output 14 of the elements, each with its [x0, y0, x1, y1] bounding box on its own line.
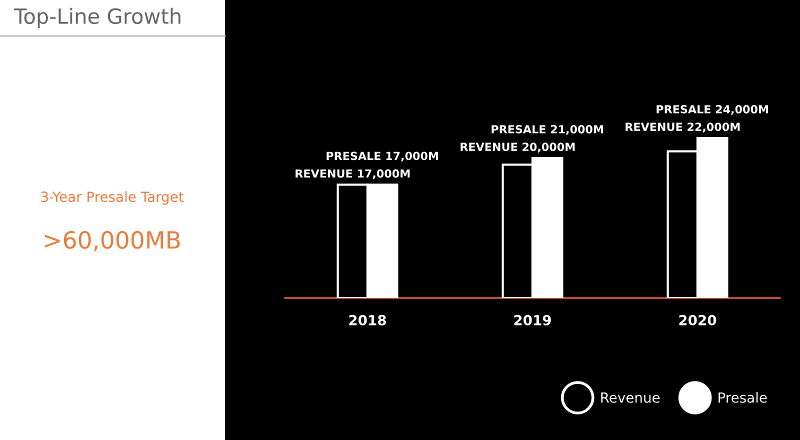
data-label: PRESALE 21,000M [492, 125, 604, 135]
x-tick-label: 2018 [349, 314, 386, 326]
legend-label: Revenue [601, 392, 660, 403]
x-tick-label: 2020 [679, 314, 716, 326]
data-label: PRESALE 24,000M [656, 105, 768, 115]
text: 3-Year Presale Target [41, 191, 184, 205]
data-label: REVENUE 22,000M [626, 122, 740, 132]
data-label: REVENUE 20,000M [460, 142, 575, 152]
data-label: REVENUE 17,000M [296, 169, 410, 180]
legend-label: Presale [718, 392, 767, 403]
x-tick-label: 2019 [514, 314, 551, 326]
data-label: PRESALE 17,000M [326, 152, 438, 162]
text: Top-Line Growth [14, 8, 180, 28]
text: >60,000MB [45, 230, 180, 252]
